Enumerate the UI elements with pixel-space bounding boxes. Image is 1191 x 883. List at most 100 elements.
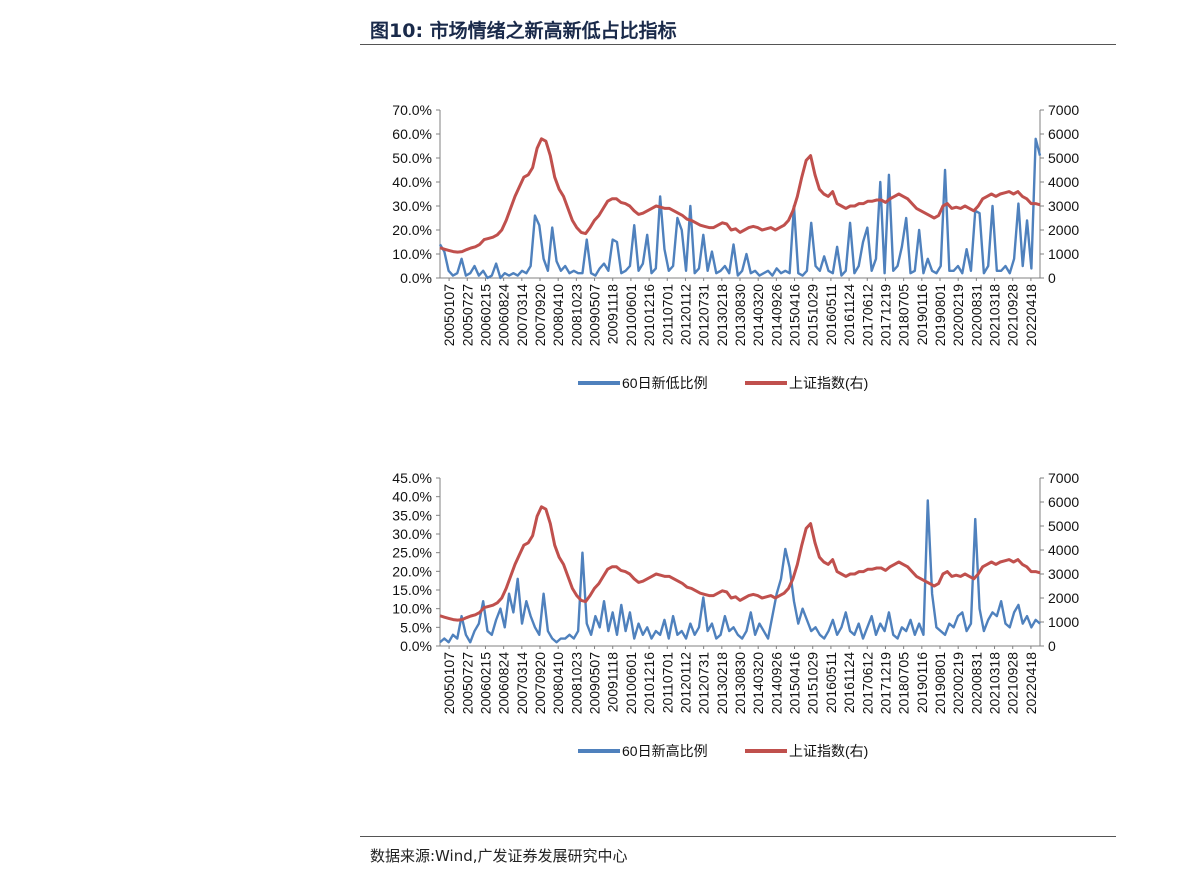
x-tick-label: 20151029 [805,284,821,347]
figure-title: 图10: 市场情绪之新高新低占比指标 [370,20,677,42]
x-tick-label: 20070920 [532,652,548,715]
legend-label: 60日新高比例 [622,743,708,759]
x-tick-label: 20200831 [968,284,984,347]
x-tick-label: 20200219 [950,284,966,347]
x-tick-label: 20050727 [459,652,475,715]
x-tick-label: 20130830 [732,284,748,347]
x-tick-label: 20101216 [641,652,657,715]
right-tick-label: 7000 [1048,102,1079,118]
x-tick-label: 20180705 [896,652,912,715]
x-tick-label: 20220418 [1023,284,1039,347]
new-low-ratio-chart: 0.0% 10.0% 20.0% 30.0% 40.0% 50.0% 60.0% 70.0% 0… [392,102,1079,391]
x-tick-label: 20140926 [768,652,784,715]
right-tick-label: 6000 [1048,494,1079,510]
x-tick-label: 20080410 [550,652,566,715]
x-tick-label: 20130218 [714,284,730,347]
x-tick-label: 20190116 [914,284,930,345]
legend-label: 上证指数(右) [789,743,868,759]
right-tick-label: 4000 [1048,542,1079,558]
x-tick-label: 20200219 [950,652,966,715]
right-tick-label: 2000 [1048,590,1079,606]
right-tick-label: 2000 [1048,222,1079,238]
x-tick-label: 20060215 [477,652,493,715]
x-tick-label: 20120731 [696,652,712,715]
x-tick-label: 20171219 [877,652,893,715]
left-tick-label: 60.0% [392,126,432,142]
x-tick-label: 20160511 [823,284,839,345]
index-series-line [439,505,1041,622]
x-tick-label: 20210318 [987,652,1003,715]
x-tick-label: 20101216 [641,284,657,347]
title-rule [360,44,1116,45]
legend-label: 上证指数(右) [789,375,868,391]
x-tick-label: 20180705 [896,284,912,347]
x-tick-label: 20090507 [587,284,603,347]
x-tick-label: 20070314 [514,284,530,347]
x-tick-label: 20200831 [968,652,984,715]
x-tick-label: 20161124 [841,284,857,345]
x-tick-label: 20190801 [932,284,948,347]
right-tick-label: 6000 [1048,126,1079,142]
x-tick-label: 20070314 [514,652,530,715]
index-series-line [439,137,1041,254]
x-tick-label: 20090507 [587,652,603,715]
x-tick-label: 20080410 [550,284,566,347]
x-tick-label: 20091118 [605,652,621,712]
right-tick-label: 0 [1048,270,1056,286]
x-tick-label: 20161124 [841,652,857,713]
left-tick-label: 0.0% [400,270,432,286]
left-tick-label: 70.0% [392,102,432,118]
right-tick-label: 0 [1048,638,1056,654]
x-tick-label: 20091118 [605,284,621,344]
right-tick-label: 5000 [1048,150,1079,166]
x-tick-label: 20190801 [932,652,948,715]
right-tick-label: 1000 [1048,246,1079,262]
x-tick-label: 20100601 [623,284,639,347]
x-tick-label: 20150416 [787,284,803,347]
x-tick-label: 20220418 [1023,652,1039,715]
left-tick-label: 30.0% [392,198,432,214]
x-tick-label: 20210928 [1005,652,1021,715]
right-tick-label: 4000 [1048,174,1079,190]
x-tick-label: 20110701 [659,652,675,713]
ratio-series-line [438,137,1042,280]
left-tick-label: 0.0% [400,638,432,654]
left-tick-label: 25.0% [392,545,432,561]
x-tick-label: 20130830 [732,652,748,715]
right-tick-label: 5000 [1048,518,1079,534]
left-tick-label: 45.0% [392,470,432,486]
x-tick-label: 20150416 [787,652,803,715]
new-high-ratio-chart: 0.0% 5.0% 10.0% 15.0% 20.0% 25.0% 30.0% 35.0% 40… [392,470,1079,759]
left-tick-label: 40.0% [392,489,432,505]
left-tick-label: 50.0% [392,150,432,166]
source-note: 数据来源:Wind,广发证券发展研究中心 [370,847,628,865]
source-rule [360,836,1116,837]
legend-label: 60日新低比例 [622,375,708,391]
x-tick-label: 20170612 [859,284,875,347]
x-tick-label: 20050107 [441,652,457,715]
left-tick-label: 30.0% [392,526,432,542]
left-tick-label: 5.0% [400,619,432,635]
x-tick-label: 20081023 [568,652,584,715]
right-tick-label: 3000 [1048,198,1079,214]
x-tick-label: 20060215 [477,284,493,347]
x-tick-label: 20110701 [659,284,675,345]
x-tick-label: 20140320 [750,284,766,347]
left-tick-label: 35.0% [392,507,432,523]
left-tick-label: 20.0% [392,222,432,238]
x-tick-label: 20140926 [768,284,784,347]
x-tick-label: 20190116 [914,652,930,713]
left-tick-label: 20.0% [392,563,432,579]
x-tick-label: 20120112 [677,652,693,713]
left-tick-label: 10.0% [392,601,432,617]
x-tick-label: 20210928 [1005,284,1021,347]
ratio-series-line [439,499,1041,644]
x-tick-label: 20170612 [859,652,875,715]
left-tick-label: 15.0% [392,582,432,598]
x-tick-label: 20130218 [714,652,730,715]
x-tick-label: 20100601 [623,652,639,715]
x-tick-label: 20060824 [496,284,512,347]
left-tick-label: 10.0% [392,246,432,262]
x-tick-label: 20070920 [532,284,548,347]
x-tick-label: 20081023 [568,284,584,347]
